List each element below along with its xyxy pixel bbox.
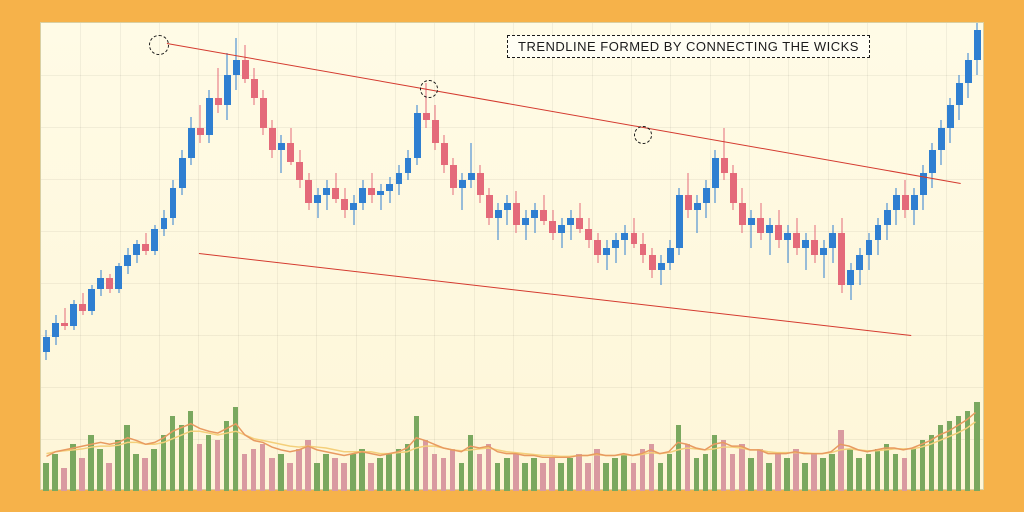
chart-frame: TRENDLINE FORMED BY CONNECTING THE WICKS [0, 0, 1024, 512]
annotation-label: TRENDLINE FORMED BY CONNECTING THE WICKS [507, 35, 870, 58]
annotation-label-text: TRENDLINE FORMED BY CONNECTING THE WICKS [518, 39, 859, 54]
wick-circle-mark [420, 80, 438, 98]
annotations-layer: TRENDLINE FORMED BY CONNECTING THE WICKS [41, 23, 985, 491]
wick-circle-mark [149, 35, 169, 55]
wick-circle-mark [634, 126, 652, 144]
chart-area: TRENDLINE FORMED BY CONNECTING THE WICKS [40, 22, 984, 490]
